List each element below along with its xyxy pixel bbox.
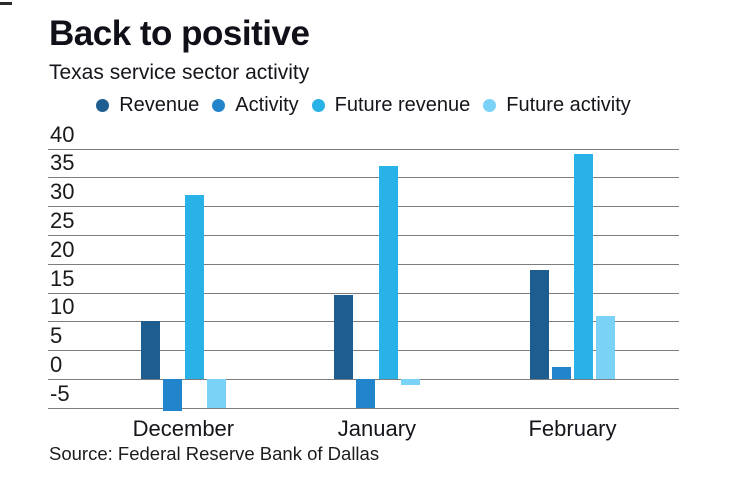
bar-activity bbox=[551, 367, 571, 379]
y-axis-tick-label: -5 bbox=[50, 380, 70, 406]
gridline bbox=[48, 148, 679, 150]
bar-activity bbox=[356, 378, 376, 408]
chart-subtitle: Texas service sector activity bbox=[49, 61, 310, 84]
legend-dot-icon bbox=[311, 99, 325, 112]
bar-future-revenue bbox=[574, 154, 594, 379]
bar-revenue bbox=[334, 295, 353, 379]
y-axis-tick-label: 0 bbox=[50, 351, 63, 377]
gridline bbox=[48, 206, 679, 208]
y-axis-tick-label: 15 bbox=[50, 265, 75, 291]
bar-future-revenue bbox=[378, 165, 398, 379]
bar-future-activity bbox=[400, 378, 420, 385]
gridline bbox=[48, 350, 679, 352]
legend-dot-icon bbox=[483, 99, 497, 112]
bar-revenue bbox=[529, 269, 549, 379]
legend-label: Activity bbox=[235, 94, 299, 116]
gridline bbox=[48, 234, 679, 236]
gridline bbox=[48, 292, 679, 294]
legend-label: Future activity bbox=[506, 94, 631, 116]
chart-title: Back to positive bbox=[49, 14, 310, 53]
bar-future-activity bbox=[207, 378, 227, 408]
x-axis-category-label: December bbox=[132, 416, 235, 441]
legend-item-future-activity: Future activity bbox=[483, 94, 631, 117]
y-axis-tick-label: 5 bbox=[50, 323, 63, 349]
y-axis-tick-label: 35 bbox=[50, 150, 75, 176]
bar-future-revenue bbox=[185, 194, 205, 379]
legend-dot-icon bbox=[212, 99, 226, 112]
gridline bbox=[48, 321, 679, 323]
legend-item-revenue: Revenue bbox=[96, 94, 199, 117]
bar-future-activity bbox=[596, 315, 616, 379]
chart-legend: Revenue Activity Future revenue Future a… bbox=[48, 94, 679, 117]
legend-item-future-revenue: Future revenue bbox=[311, 94, 471, 117]
legend-label: Future revenue bbox=[334, 94, 471, 116]
source-note: Source: Federal Reserve Bank of Dallas bbox=[49, 443, 380, 464]
gridline bbox=[48, 407, 679, 409]
legend-label: Revenue bbox=[119, 94, 200, 116]
y-axis-tick-label: 40 bbox=[50, 121, 75, 147]
gridline bbox=[48, 177, 679, 179]
y-axis-tick-label: 10 bbox=[50, 294, 75, 320]
gridline bbox=[48, 263, 679, 265]
y-axis-tick-label: 20 bbox=[50, 236, 75, 262]
bar-revenue bbox=[140, 321, 160, 379]
y-axis-tick-label: 30 bbox=[50, 179, 75, 205]
x-axis-category-label: January bbox=[337, 416, 417, 441]
x-axis-category-label: February bbox=[528, 416, 617, 441]
legend-item-activity: Activity bbox=[212, 94, 299, 117]
screen-edge-artifact bbox=[0, 2, 12, 5]
y-axis-tick-label: 25 bbox=[50, 207, 75, 233]
legend-dot-icon bbox=[96, 99, 110, 112]
bar-activity bbox=[162, 378, 182, 411]
